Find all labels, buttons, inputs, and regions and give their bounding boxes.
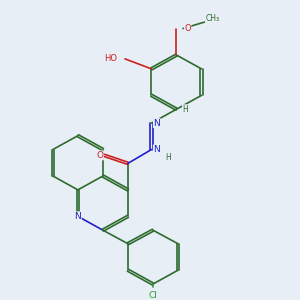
- Text: HO: HO: [104, 54, 117, 63]
- Text: H: H: [182, 105, 188, 114]
- Text: N: N: [74, 212, 81, 221]
- Text: H: H: [165, 153, 170, 162]
- Text: O: O: [97, 151, 104, 160]
- Text: CH₃: CH₃: [206, 14, 220, 23]
- Text: Cl: Cl: [148, 291, 158, 300]
- Text: N: N: [153, 145, 160, 154]
- Text: N: N: [153, 118, 160, 127]
- Text: O: O: [184, 24, 191, 33]
